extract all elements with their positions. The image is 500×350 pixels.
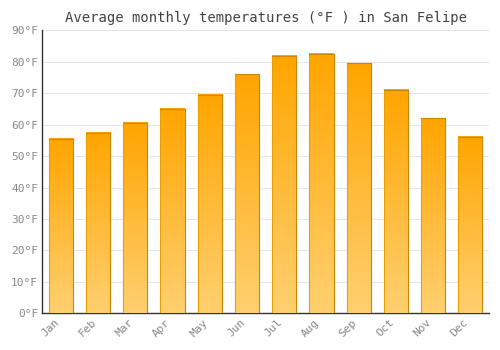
Title: Average monthly temperatures (°F ) in San Felipe: Average monthly temperatures (°F ) in Sa… (64, 11, 466, 25)
